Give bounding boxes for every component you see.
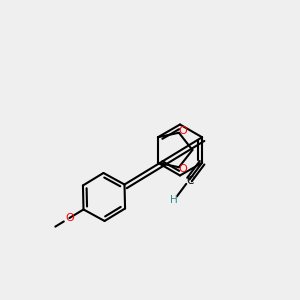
Text: O: O: [178, 164, 187, 174]
Text: H: H: [170, 195, 178, 205]
Text: O: O: [178, 126, 187, 136]
Text: C: C: [187, 176, 194, 186]
Text: O: O: [65, 213, 74, 223]
